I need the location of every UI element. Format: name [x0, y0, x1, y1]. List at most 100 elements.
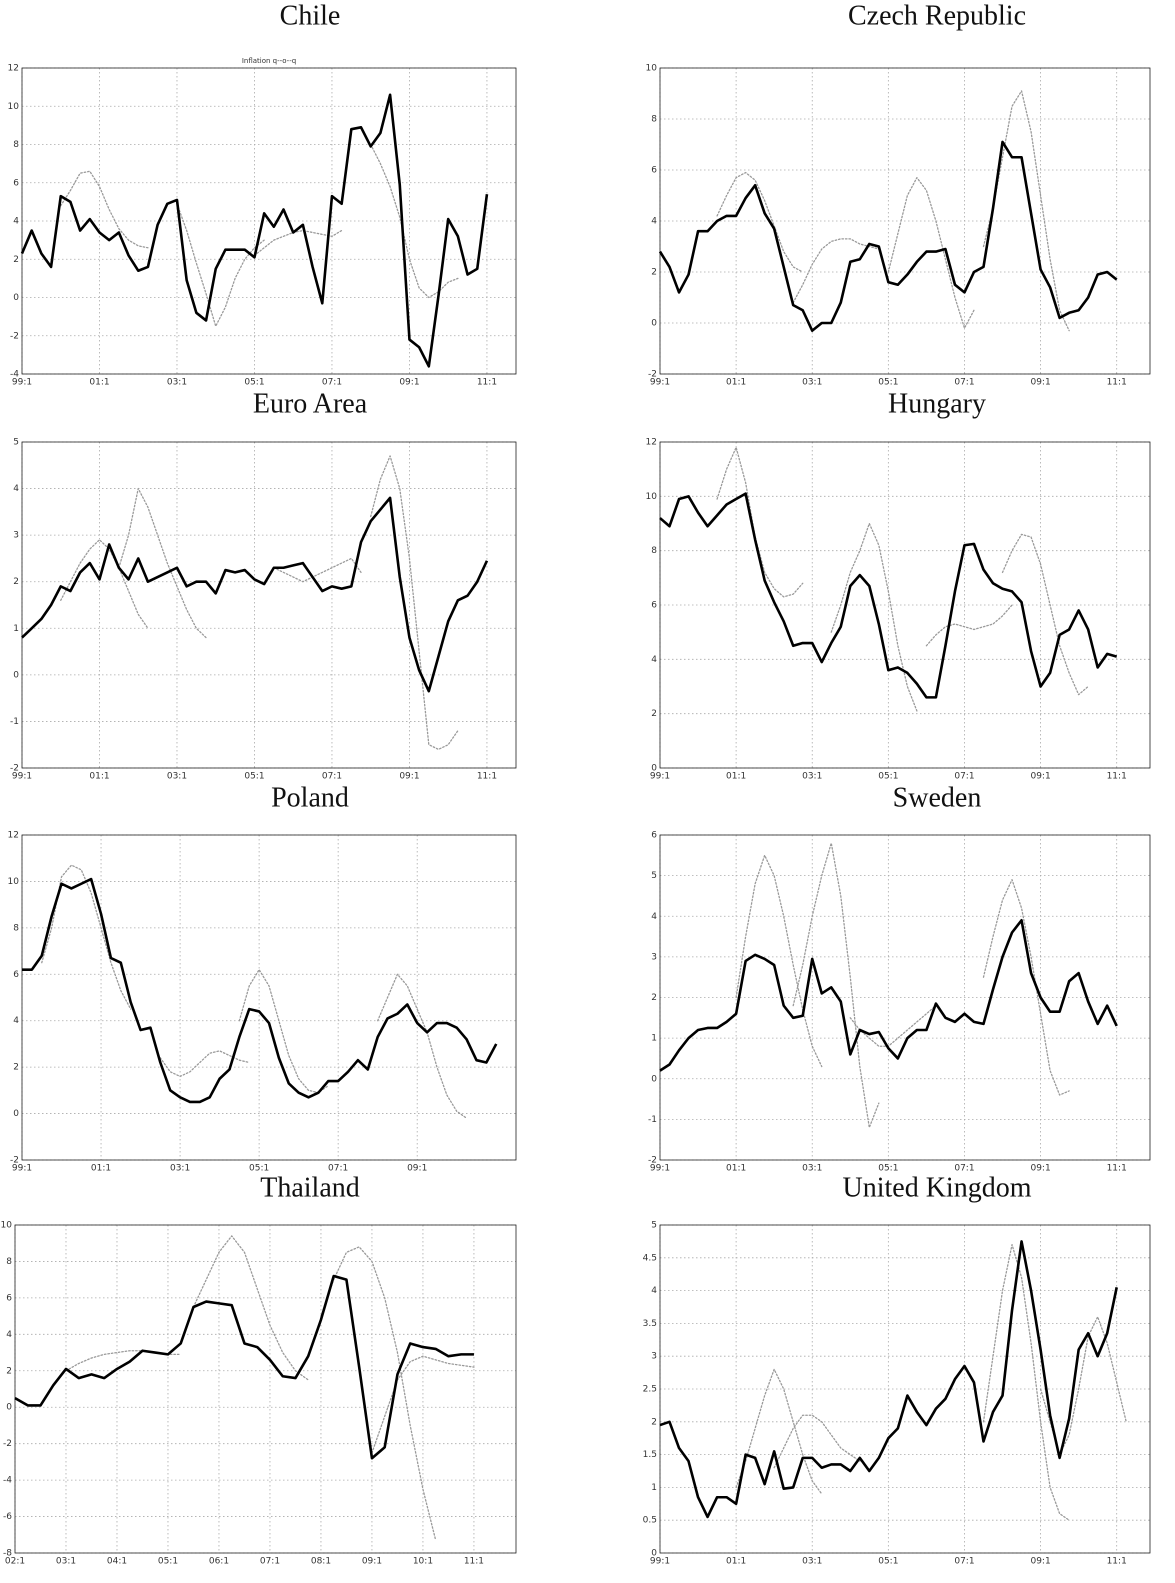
x-tick-label: 07:1 [322, 378, 342, 388]
chart-title: Euro Area [253, 388, 368, 419]
x-tick-label: 11:1 [477, 378, 497, 388]
y-tick-label: 10 [8, 877, 20, 887]
y-tick-label: 0 [6, 1403, 12, 1413]
y-tick-label: 8 [651, 115, 657, 125]
forecast-line [377, 973, 468, 1119]
x-tick-label: 07:1 [954, 1164, 974, 1174]
chart-title: Thailand [260, 1172, 360, 1203]
actual-line [659, 1240, 1118, 1519]
x-tick-label: 05:1 [878, 772, 898, 782]
y-tick-label: 0 [651, 1074, 657, 1084]
chart-subtitle: Inflation q--o--q [242, 57, 296, 65]
y-tick-label: 2 [13, 1063, 19, 1073]
plot-frame [21, 834, 517, 1161]
plot-frame [21, 67, 517, 375]
x-tick-label: 11:1 [1107, 772, 1127, 782]
y-tick-label: -6 [3, 1512, 12, 1522]
actual-line [659, 919, 1118, 1072]
actual-line [659, 492, 1118, 699]
x-tick-label: 03:1 [167, 772, 187, 782]
forecast-line [735, 854, 823, 1068]
y-tick-label: 8 [651, 546, 657, 556]
x-tick-label: 03:1 [802, 1164, 822, 1174]
forecast-line [370, 455, 459, 751]
y-tick-label: 4 [651, 655, 657, 665]
y-tick-label: 6 [651, 601, 657, 611]
forecast-line [830, 522, 918, 712]
y-tick-label: -1 [648, 1115, 657, 1125]
y-tick-label: 8 [13, 140, 19, 150]
x-tick-label: 01:1 [726, 378, 746, 388]
forecast-line [925, 604, 1013, 647]
x-tick-label: 09:1 [399, 772, 419, 782]
y-tick-label: 10 [1, 1221, 13, 1231]
y-tick-label: 1 [651, 1483, 657, 1493]
y-tick-label: 5 [651, 871, 657, 881]
chart-title: Sweden [893, 782, 982, 813]
x-tick-label: 01:1 [726, 1557, 746, 1567]
y-tick-label: 4 [13, 217, 19, 227]
y-tick-label: 0 [13, 293, 19, 303]
y-tick-label: 10 [646, 492, 658, 502]
forecast-line [792, 238, 880, 304]
y-tick-label: 5 [651, 1221, 657, 1231]
forecast-line [735, 1368, 823, 1495]
x-tick-label: 99:1 [12, 772, 32, 782]
plot-frame [659, 67, 1151, 375]
x-tick-label: 07:1 [322, 772, 342, 782]
x-tick-label: 05:1 [878, 1557, 898, 1567]
y-tick-label: 12 [8, 831, 19, 841]
x-tick-label: 11:1 [1107, 378, 1127, 388]
y-tick-label: -2 [10, 1156, 19, 1166]
y-tick-label: 10 [8, 102, 20, 112]
y-tick-label: 2 [6, 1366, 12, 1376]
y-tick-label: 4 [6, 1330, 12, 1340]
x-tick-label: 07:1 [260, 1557, 280, 1567]
plot-frame [659, 1224, 1151, 1554]
forecast-line [716, 171, 804, 273]
x-tick-label: 05:1 [244, 772, 264, 782]
forecast-line [1039, 1316, 1127, 1456]
y-tick-label: -4 [3, 1476, 12, 1486]
x-tick-label: 99:1 [12, 1164, 32, 1174]
y-tick-label: 8 [6, 1257, 12, 1267]
chart-title: Poland [271, 782, 349, 813]
x-tick-label: 03:1 [167, 378, 187, 388]
forecast-line [41, 864, 132, 1010]
forecast-line [982, 90, 1070, 332]
x-tick-label: 11:1 [1107, 1557, 1127, 1567]
x-tick-label: 10:1 [413, 1557, 433, 1567]
x-tick-label: 02:1 [5, 1557, 25, 1567]
forecast-line [159, 1050, 250, 1078]
forecast-line [371, 1355, 475, 1454]
x-tick-label: 07:1 [954, 1557, 974, 1567]
forecast-line [849, 1004, 937, 1047]
y-tick-label: 0.5 [643, 1516, 657, 1526]
forecast-line [370, 143, 459, 299]
y-tick-label: 2 [651, 709, 657, 719]
x-tick-label: 99:1 [650, 378, 670, 388]
y-tick-label: 2.5 [643, 1385, 657, 1395]
x-tick-label: 09:1 [399, 378, 419, 388]
y-tick-label: 2 [651, 993, 657, 1003]
x-tick-label: 09:1 [362, 1557, 382, 1567]
x-tick-label: 01:1 [89, 378, 109, 388]
x-tick-label: 09:1 [407, 1164, 427, 1174]
x-tick-label: 99:1 [650, 1164, 670, 1174]
forecast-line [716, 446, 804, 598]
y-tick-label: 4 [651, 912, 657, 922]
x-tick-label: 03:1 [802, 772, 822, 782]
x-tick-label: 09:1 [1030, 378, 1050, 388]
x-tick-label: 01:1 [89, 772, 109, 782]
y-tick-label: -2 [10, 331, 19, 341]
x-tick-label: 07:1 [954, 772, 974, 782]
x-tick-label: 09:1 [1030, 772, 1050, 782]
actual-line [20, 93, 489, 368]
y-tick-label: 1.5 [643, 1450, 657, 1460]
x-tick-label: 07:1 [954, 378, 974, 388]
y-tick-label: 2 [13, 577, 19, 587]
x-tick-label: 99:1 [650, 772, 670, 782]
forecast-line [320, 1246, 437, 1541]
y-tick-label: -1 [10, 717, 19, 727]
y-tick-label: 6 [6, 1293, 12, 1303]
